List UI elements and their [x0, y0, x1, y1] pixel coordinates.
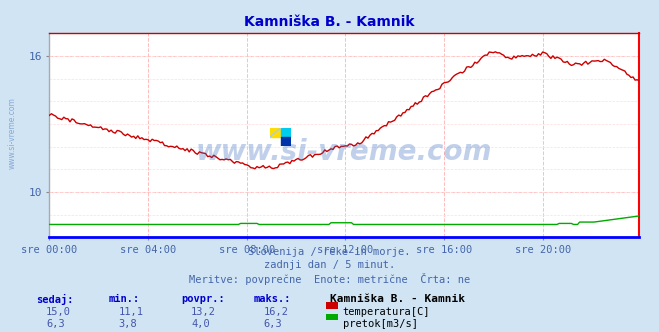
Bar [281, 137, 291, 146]
Text: 6,3: 6,3 [264, 319, 282, 329]
Text: 4,0: 4,0 [191, 319, 210, 329]
Text: sedaj:: sedaj: [36, 294, 74, 305]
Bar [281, 128, 291, 137]
Text: Slovenija / reke in morje.: Slovenija / reke in morje. [248, 247, 411, 257]
Text: pretok[m3/s]: pretok[m3/s] [343, 319, 418, 329]
Text: 3,8: 3,8 [119, 319, 137, 329]
Text: www.si-vreme.com: www.si-vreme.com [8, 97, 17, 169]
Text: 6,3: 6,3 [46, 319, 65, 329]
Text: www.si-vreme.com: www.si-vreme.com [196, 138, 492, 166]
Bar [270, 128, 281, 137]
Text: Kamniška B. - Kamnik: Kamniška B. - Kamnik [330, 294, 465, 304]
Text: 11,1: 11,1 [119, 307, 144, 317]
Text: 15,0: 15,0 [46, 307, 71, 317]
Text: Meritve: povprečne  Enote: metrične  Črta: ne: Meritve: povprečne Enote: metrične Črta:… [189, 273, 470, 285]
Text: min.:: min.: [109, 294, 140, 304]
Text: Kamniška B. - Kamnik: Kamniška B. - Kamnik [244, 15, 415, 29]
Text: temperatura[C]: temperatura[C] [343, 307, 430, 317]
Text: maks.:: maks.: [254, 294, 291, 304]
Text: zadnji dan / 5 minut.: zadnji dan / 5 minut. [264, 260, 395, 270]
Text: 13,2: 13,2 [191, 307, 216, 317]
Text: 16,2: 16,2 [264, 307, 289, 317]
Text: povpr.:: povpr.: [181, 294, 225, 304]
